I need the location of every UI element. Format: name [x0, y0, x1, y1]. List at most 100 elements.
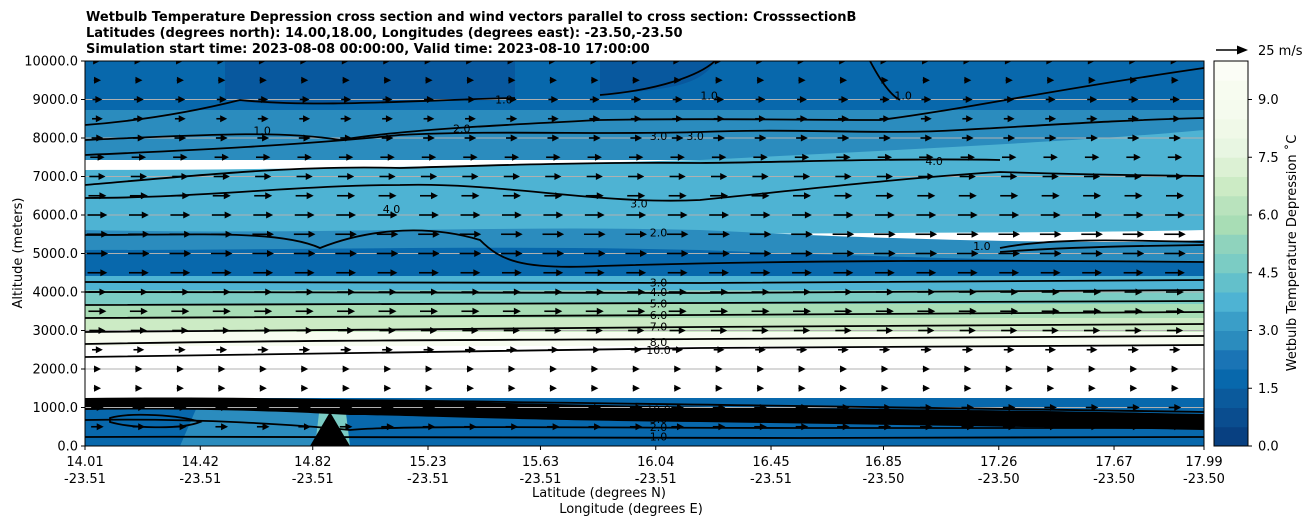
wind-vector	[964, 76, 972, 84]
wind-vector	[87, 269, 108, 277]
wind-vector	[838, 96, 849, 103]
x-tick-label-lon: -23.51	[407, 472, 449, 487]
wind-vector	[920, 346, 932, 354]
colorbar-step	[1214, 388, 1248, 408]
wind-vector	[172, 173, 189, 180]
contour-label: 10.0	[646, 344, 671, 357]
wind-vector	[1042, 173, 1059, 180]
wind-vector	[418, 230, 440, 238]
wind-vector	[631, 96, 642, 103]
wind-vector	[750, 269, 771, 277]
contour-1-upper-left	[85, 97, 516, 126]
wind-vector	[130, 173, 147, 180]
wind-vector	[466, 365, 475, 373]
wind-vector	[463, 153, 478, 161]
colorbar-step	[1214, 311, 1248, 331]
x-tick-label-lon: -23.51	[64, 472, 106, 487]
wind-vector	[1122, 250, 1145, 257]
colorbar-step	[1214, 407, 1248, 428]
wind-vector	[298, 404, 311, 411]
wind-vector	[254, 192, 273, 200]
wind-vector	[960, 153, 975, 161]
wind-vector	[377, 211, 398, 219]
wind-vector	[709, 269, 729, 277]
colorbar-step	[1214, 215, 1248, 235]
wind-vector	[466, 384, 475, 392]
wind-vector	[670, 153, 685, 161]
wind-vector	[508, 384, 516, 392]
contour-1-upper-right	[869, 61, 901, 101]
wind-vector	[459, 250, 482, 257]
wind-vector	[837, 404, 850, 411]
contour-label: 2.0	[453, 122, 471, 135]
colorbar-step	[1214, 99, 1248, 120]
wind-vector	[210, 230, 233, 238]
wind-vector	[667, 211, 688, 219]
wind-vector	[874, 211, 895, 219]
y-tick-label: 2000.0	[33, 363, 79, 378]
wind-vector	[1003, 346, 1015, 354]
wind-vector	[425, 365, 433, 373]
wind-vector	[708, 230, 730, 238]
wind-vector	[627, 288, 646, 296]
wind-vector	[586, 173, 603, 180]
contour-label: 10.0	[646, 403, 671, 416]
wind-vector	[1041, 307, 1060, 315]
wind-vector	[378, 288, 397, 296]
contour-label: 5.0	[650, 298, 668, 311]
wind-vector	[382, 346, 393, 354]
wind-vector	[591, 384, 599, 392]
wind-vector	[798, 365, 806, 373]
wind-vector	[750, 211, 771, 219]
wind-vector	[460, 211, 481, 219]
wind-vector	[503, 327, 520, 334]
wind-vector	[254, 288, 273, 296]
wind-vector	[630, 134, 643, 142]
wind-vector	[879, 96, 890, 103]
y-tick-label: 4000.0	[33, 286, 79, 301]
wind-vector	[420, 327, 438, 334]
wind-vector	[135, 384, 143, 392]
wind-vector	[920, 134, 933, 142]
wind-vector	[338, 153, 354, 161]
wind-vector	[169, 230, 192, 238]
wind-vector	[218, 365, 226, 373]
wind-vector	[256, 153, 271, 161]
contour-7	[85, 323, 1204, 333]
wind-vector	[1081, 230, 1103, 238]
wind-vector	[1129, 365, 1138, 373]
wind-vector	[337, 307, 356, 315]
wind-vector	[1124, 307, 1143, 315]
wind-vector	[86, 230, 109, 238]
wind-vector	[502, 192, 521, 200]
wind-vector	[1040, 269, 1061, 277]
wind-vector	[874, 269, 895, 277]
wind-vector	[506, 115, 518, 123]
wind-vector	[170, 211, 191, 219]
wind-vector	[878, 423, 892, 431]
wind-vector	[589, 115, 601, 123]
wind-vector	[461, 192, 480, 200]
colorbar-step	[1214, 253, 1248, 274]
wind-vector	[132, 423, 146, 431]
wind-vector	[1127, 423, 1140, 431]
wind-vector	[1084, 327, 1101, 334]
wind-vector	[668, 288, 687, 296]
wind-vector	[915, 250, 938, 257]
wind-vector	[336, 269, 356, 277]
x-tick-label-lat: 17.99	[1185, 455, 1222, 470]
wind-vector	[632, 384, 640, 392]
wind-vector	[749, 230, 772, 238]
wind-vector	[299, 115, 311, 123]
wind-vector	[338, 173, 355, 180]
wind-vector	[959, 327, 976, 334]
wind-vector	[465, 115, 476, 123]
wind-vector	[713, 134, 725, 142]
wind-vector	[798, 76, 806, 84]
wind-vector	[1047, 384, 1055, 392]
wind-vector	[1164, 250, 1186, 257]
wind-vector	[90, 153, 105, 161]
wind-vector	[1039, 230, 1062, 238]
wind-vector	[1004, 96, 1015, 103]
wind-vector	[795, 404, 809, 411]
